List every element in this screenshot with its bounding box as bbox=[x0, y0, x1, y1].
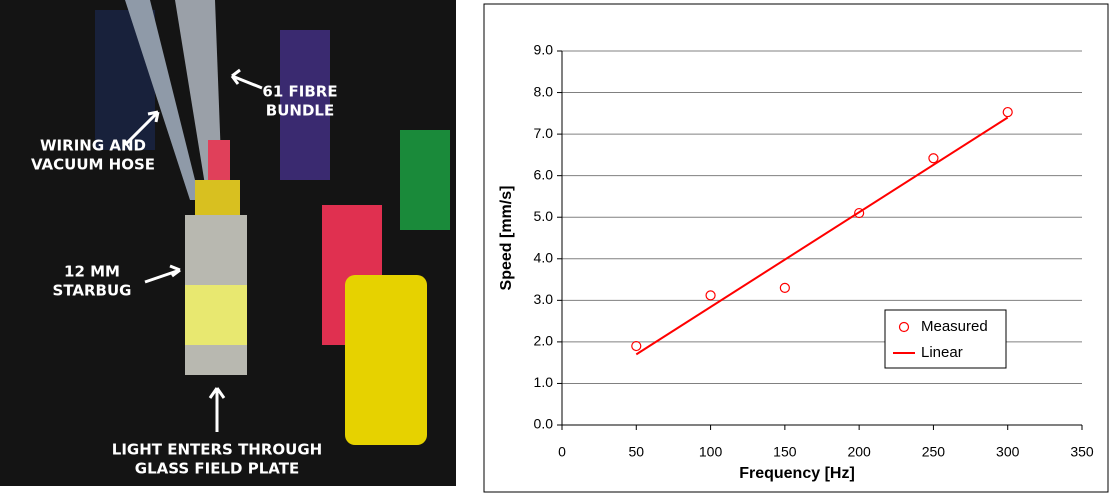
red-sleeve bbox=[208, 140, 230, 185]
photo-label: WIRING AND bbox=[40, 137, 146, 155]
y-tick-label: 6.0 bbox=[534, 166, 554, 182]
legend-label: Measured bbox=[921, 318, 988, 335]
y-tick-label: 2.0 bbox=[534, 333, 554, 349]
page: 61 FIBREBUNDLE WIRING ANDVACUUM HOSE 12 MM… bbox=[0, 0, 1110, 497]
photo-label: GLASS FIELD PLATE bbox=[135, 460, 299, 478]
photo-label: VACUUM HOSE bbox=[31, 156, 155, 174]
x-tick-label: 150 bbox=[773, 444, 797, 460]
y-tick-label: 3.0 bbox=[534, 291, 554, 307]
y-tick-label: 7.0 bbox=[534, 125, 554, 141]
y-tick-label: 9.0 bbox=[534, 42, 554, 58]
x-tick-label: 100 bbox=[699, 444, 723, 460]
chart-frame bbox=[484, 4, 1108, 492]
y-tick-label: 1.0 bbox=[534, 374, 554, 390]
photo-label: LIGHT ENTERS THROUGH bbox=[112, 441, 322, 459]
x-tick-label: 350 bbox=[1070, 444, 1094, 460]
x-tick-label: 0 bbox=[558, 444, 566, 460]
x-tick-label: 300 bbox=[996, 444, 1020, 460]
photo-label: 61 FIBRE bbox=[262, 83, 337, 101]
x-tick-label: 50 bbox=[628, 444, 644, 460]
y-tick-label: 5.0 bbox=[534, 208, 554, 224]
photo-label: 12 MM bbox=[64, 263, 120, 281]
yellow-collar bbox=[195, 180, 240, 220]
photo-label: STARBUG bbox=[53, 282, 132, 300]
x-tick-label: 200 bbox=[847, 444, 871, 460]
figure: 61 FIBREBUNDLE WIRING ANDVACUUM HOSE 12 MM… bbox=[0, 0, 1110, 497]
y-tick-label: 0.0 bbox=[534, 416, 554, 432]
y-tick-label: 8.0 bbox=[534, 83, 554, 99]
green-bug bbox=[400, 130, 450, 230]
yellow-bug bbox=[345, 275, 427, 445]
x-tick-label: 250 bbox=[922, 444, 946, 460]
legend-label: Linear bbox=[921, 344, 963, 361]
photo-label: BUNDLE bbox=[266, 102, 334, 120]
starbug-tape bbox=[185, 285, 247, 345]
x-axis-label: Frequency [Hz] bbox=[739, 465, 855, 482]
y-tick-label: 4.0 bbox=[534, 249, 554, 265]
y-axis-label: Speed [mm/s] bbox=[498, 186, 515, 291]
